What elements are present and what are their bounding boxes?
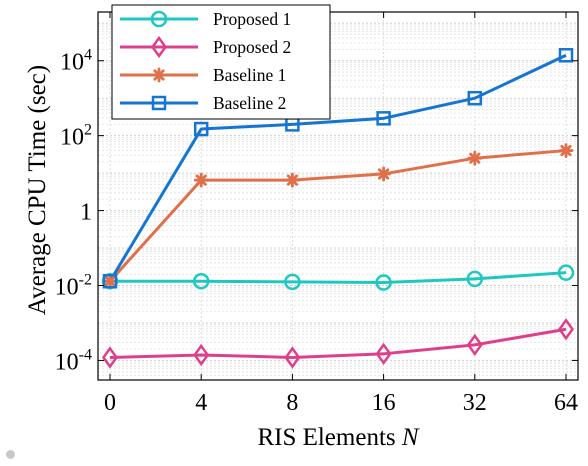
- x-tick-label: 16: [372, 390, 396, 416]
- data-point-proposed-1: [375, 274, 392, 291]
- data-point-baseline-2: [102, 273, 118, 289]
- marker-stroke: [377, 168, 390, 180]
- y-tick-label: 10-4: [55, 346, 92, 375]
- x-tick-label: 8: [286, 390, 298, 416]
- data-point-proposed-2: [557, 318, 575, 341]
- data-point-proposed-2: [375, 342, 392, 365]
- legend-label-baseline-1: Baseline 1: [213, 65, 286, 85]
- data-point-baseline-1: [376, 166, 392, 182]
- x-axis-title: RIS Elements N: [257, 424, 419, 451]
- y-tick-label: 102: [60, 122, 92, 151]
- legend-marker-baseline-2: [151, 95, 167, 111]
- marker-stroke: [560, 144, 572, 157]
- data-point-baseline-1: [102, 273, 118, 289]
- marker-stroke: [104, 275, 116, 287]
- data-point-proposed-2: [466, 333, 483, 357]
- legend-marker-proposed-1: [150, 10, 168, 28]
- data-point-proposed-2: [101, 346, 119, 369]
- x-tick-label: 64: [554, 390, 578, 416]
- y-tick-labels: 10-4 10-2 1 102 104: [55, 47, 92, 376]
- legend-label-proposed-1: Proposed 1: [213, 9, 291, 29]
- data-point-baseline-1: [467, 150, 483, 166]
- legend-label-baseline-2: Baseline 2: [213, 93, 286, 113]
- data-point-baseline-1: [193, 172, 209, 188]
- data-point-baseline-2: [558, 48, 574, 63]
- data-point-baseline-1: [558, 143, 574, 158]
- y-tick-label: 104: [60, 47, 92, 76]
- legend-label-proposed-2: Proposed 2: [213, 37, 291, 57]
- data-point-proposed-1: [557, 264, 575, 281]
- y-axis-title: Average CPU Time (sec): [24, 65, 51, 315]
- series-line-baseline-2: [108, 53, 567, 282]
- x-tick-label: 32: [463, 390, 487, 416]
- status-dot: [6, 450, 15, 459]
- legend: Proposed 1 Proposed 2 Baseline 1 Baseline 2: [111, 4, 331, 120]
- series-line-proposed-1: [110, 271, 567, 285]
- data-point-baseline-2: [467, 90, 483, 106]
- marker-stroke: [469, 152, 481, 164]
- data-point-baseline-2: [376, 111, 391, 126]
- legend-box: [111, 4, 331, 120]
- data-point-proposed-1: [192, 272, 210, 290]
- marker-stroke: [153, 69, 165, 81]
- y-tick-label: 1: [80, 200, 92, 226]
- data-point-proposed-1: [466, 270, 484, 288]
- data-point-proposed-2: [193, 343, 210, 367]
- legend-marker-baseline-1: [151, 67, 167, 83]
- marker-stroke: [195, 174, 207, 186]
- marker-stroke: [286, 174, 299, 186]
- x-tick-labels: 0 4 8 16 32 64: [104, 390, 578, 416]
- data-point-baseline-2: [193, 121, 209, 137]
- data-point-proposed-2: [284, 346, 301, 369]
- x-tick-label: 0: [104, 390, 116, 416]
- grid: [98, 11, 578, 381]
- data-point-proposed-1: [284, 273, 301, 291]
- series-line-baseline-1: [108, 149, 567, 283]
- legend-marker-proposed-2: [150, 35, 168, 59]
- y-tick-label: 10-2: [55, 271, 92, 300]
- series-line-proposed-2: [109, 327, 567, 359]
- x-tick-label: 4: [195, 390, 207, 416]
- data-point-baseline-1: [284, 172, 300, 188]
- plot-frame: [97, 11, 579, 381]
- series-lines: [101, 48, 575, 369]
